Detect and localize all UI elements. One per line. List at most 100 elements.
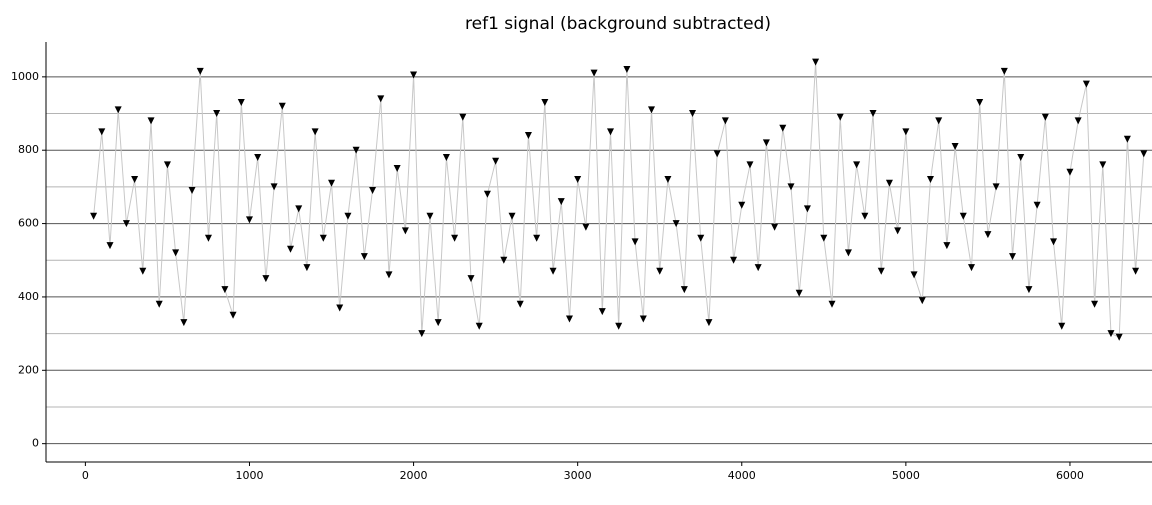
point	[237, 99, 245, 107]
point	[1074, 117, 1082, 125]
chart-title: ref1 signal (background subtracted)	[465, 14, 771, 34]
point	[188, 187, 196, 195]
point	[254, 154, 262, 162]
point	[106, 242, 114, 250]
point	[549, 267, 557, 275]
point	[377, 95, 385, 103]
point	[869, 110, 877, 118]
y-tick-label: 800	[18, 143, 39, 156]
point	[606, 128, 614, 136]
point	[303, 264, 311, 272]
point	[902, 128, 910, 136]
point	[155, 300, 163, 308]
point	[1025, 286, 1033, 294]
point	[836, 113, 844, 121]
point	[877, 267, 885, 275]
point	[1000, 67, 1008, 75]
point	[1082, 80, 1090, 88]
point	[270, 183, 278, 191]
point	[500, 256, 508, 264]
point	[1058, 322, 1066, 330]
point	[1107, 330, 1115, 338]
point	[574, 176, 582, 184]
point	[615, 322, 623, 330]
point	[385, 271, 393, 279]
point	[844, 249, 852, 257]
point	[418, 330, 426, 338]
point	[508, 212, 516, 220]
point	[426, 212, 434, 220]
point	[631, 238, 639, 246]
point	[172, 249, 180, 257]
x-tick-label: 3000	[564, 469, 592, 482]
point	[180, 319, 188, 327]
point	[885, 179, 893, 187]
point	[533, 234, 541, 242]
point	[287, 245, 295, 253]
point	[853, 161, 861, 169]
point	[541, 99, 549, 107]
point	[278, 102, 286, 110]
point	[795, 289, 803, 297]
y-tick-label: 400	[18, 290, 39, 303]
point	[984, 231, 992, 239]
point	[590, 69, 598, 77]
point	[483, 190, 491, 198]
y-tick-label: 600	[18, 217, 39, 230]
connector-line	[93, 62, 1145, 339]
point	[762, 139, 770, 147]
point	[319, 234, 327, 242]
point	[705, 319, 713, 327]
point	[787, 183, 795, 191]
point	[131, 176, 139, 184]
point	[434, 319, 442, 327]
point	[344, 212, 352, 220]
point	[951, 143, 959, 151]
point	[959, 212, 967, 220]
point	[369, 187, 377, 195]
point	[648, 106, 656, 114]
point	[894, 227, 902, 235]
point	[1033, 201, 1041, 209]
point	[524, 132, 532, 140]
point	[360, 253, 368, 261]
x-tick-label: 5000	[892, 469, 920, 482]
point	[295, 205, 303, 213]
point	[401, 227, 409, 235]
point	[820, 234, 828, 242]
point	[557, 198, 565, 206]
point	[221, 286, 229, 294]
point	[926, 176, 934, 184]
point	[336, 304, 344, 312]
point	[689, 110, 697, 118]
point	[1017, 154, 1025, 162]
point	[311, 128, 319, 136]
point	[828, 300, 836, 308]
point	[992, 183, 1000, 191]
point	[352, 146, 360, 154]
point	[1009, 253, 1017, 261]
y-tick-label: 200	[18, 363, 39, 376]
point	[229, 311, 237, 319]
y-tick-label: 1000	[11, 70, 39, 83]
point	[672, 220, 680, 228]
point	[262, 275, 270, 283]
x-tick-label: 2000	[400, 469, 428, 482]
point	[1099, 161, 1107, 169]
point	[664, 176, 672, 184]
x-tick-label: 0	[82, 469, 89, 482]
point	[935, 117, 943, 125]
point	[967, 264, 975, 272]
point	[204, 234, 212, 242]
point	[98, 128, 106, 136]
point	[1041, 113, 1049, 121]
point	[918, 297, 926, 305]
point	[754, 264, 762, 272]
point	[410, 71, 418, 79]
point	[730, 256, 738, 264]
point	[163, 161, 171, 169]
point	[565, 315, 573, 323]
point	[451, 234, 459, 242]
point	[771, 223, 779, 231]
